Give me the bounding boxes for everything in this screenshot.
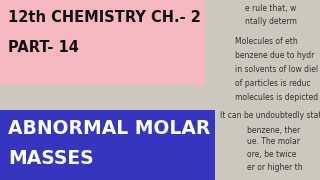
Text: ntally determ: ntally determ [245, 17, 297, 26]
Text: of particles is reduc: of particles is reduc [235, 80, 311, 89]
Text: in solvents of low diel: in solvents of low diel [235, 66, 318, 75]
Text: O: O [172, 46, 178, 55]
Text: molecules is depicted: molecules is depicted [235, 93, 318, 102]
Text: e rule that, w: e rule that, w [245, 3, 296, 12]
Bar [0, 110, 215, 180]
Text: ABNORMAL MOLAR: ABNORMAL MOLAR [8, 118, 210, 138]
Text: er or higher th: er or higher th [247, 163, 303, 172]
Text: PART- 14: PART- 14 [8, 39, 79, 55]
Text: It can be undoubtedly stated: It can be undoubtedly stated [220, 111, 320, 120]
Text: C$-$CH$_3$: C$-$CH$_3$ [177, 66, 207, 78]
Text: 12th CHEMISTRY CH.- 2: 12th CHEMISTRY CH.- 2 [8, 10, 201, 26]
Text: O: O [125, 46, 131, 55]
Text: H$_3$C$-$C: H$_3$C$-$C [63, 66, 93, 78]
Text: Molecules of eth: Molecules of eth [235, 37, 298, 46]
Text: benzene due to hydr: benzene due to hydr [235, 51, 314, 60]
Text: benzene, ther: benzene, ther [247, 125, 300, 134]
Text: O: O [172, 75, 178, 84]
Text: H: H [152, 75, 158, 84]
Text: 2 CH₃COOH ⇌ (CH₃COOH)₂: 2 CH₃COOH ⇌ (CH₃COOH)₂ [62, 28, 168, 37]
Bar [0, 0, 205, 85]
Text: MASSES: MASSES [8, 148, 94, 168]
Text: ue. The molar: ue. The molar [247, 138, 300, 147]
Text: O: O [125, 75, 131, 84]
Text: H: H [152, 46, 158, 55]
Text: ore, be twice: ore, be twice [247, 150, 296, 159]
